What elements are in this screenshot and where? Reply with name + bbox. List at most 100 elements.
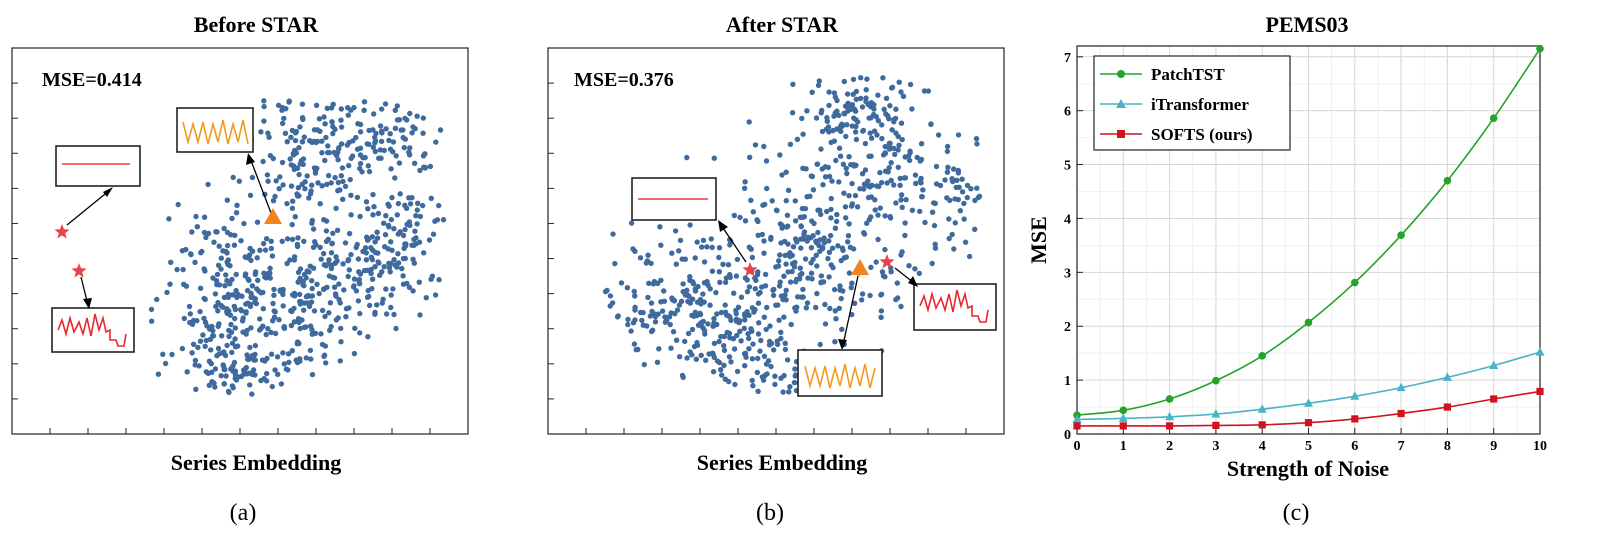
scatter-point — [859, 291, 866, 297]
scatter-point — [610, 231, 616, 237]
scatter-point — [348, 192, 354, 198]
scatter-point — [420, 153, 427, 159]
scatter-point — [661, 298, 668, 304]
scatter-point — [275, 371, 281, 377]
scatter-point — [370, 212, 376, 218]
scatter-point — [400, 127, 406, 133]
scatter-point — [323, 218, 330, 224]
scatter-point — [340, 178, 346, 185]
scatter-point — [186, 303, 193, 310]
scatter-point — [388, 239, 394, 245]
scatter-point — [661, 288, 667, 294]
scatter-point — [919, 194, 925, 200]
scatter-point — [961, 200, 967, 207]
scatter-point — [287, 156, 293, 162]
panel-b-title: After STAR — [726, 12, 839, 37]
scatter-point — [225, 388, 232, 395]
scatter-point — [205, 181, 211, 188]
scatter-point — [268, 238, 274, 244]
scatter-point — [314, 127, 321, 133]
scatter-point — [233, 210, 240, 216]
x-tick-label: 1 — [1120, 439, 1127, 454]
scatter-point — [721, 362, 727, 368]
scatter-point — [226, 327, 232, 334]
scatter-point — [377, 123, 384, 129]
scatter-point — [722, 376, 728, 382]
scatter-point — [402, 226, 408, 233]
scatter-point — [932, 245, 939, 251]
scatter-point — [413, 213, 419, 219]
scatter-point — [166, 216, 172, 222]
scatter-point — [249, 174, 256, 181]
scatter-point — [379, 269, 385, 275]
scatter-point — [957, 208, 963, 214]
scatter-point — [783, 287, 789, 293]
data-point-softs-ours — [1351, 415, 1359, 423]
scatter-point — [208, 361, 214, 367]
scatter-point — [951, 246, 957, 252]
scatter-point — [643, 260, 649, 266]
scatter-point — [196, 363, 202, 369]
scatter-point — [701, 259, 708, 265]
scatter-point — [746, 312, 752, 318]
scatter-point — [815, 82, 822, 89]
scatter-point — [944, 169, 951, 175]
scatter-point — [846, 154, 852, 160]
scatter-point — [395, 200, 402, 207]
scatter-point — [263, 275, 269, 281]
scatter-point — [899, 136, 905, 143]
scatter-point — [307, 347, 314, 354]
scatter-point — [368, 245, 374, 251]
scatter-point — [672, 228, 679, 234]
scatter-point — [874, 132, 880, 138]
scatter-point — [898, 303, 904, 310]
scatter-point — [190, 341, 197, 347]
scatter-point — [689, 326, 696, 333]
scatter-point — [929, 209, 936, 215]
scatter-point — [789, 110, 796, 116]
panel-a-mse-annotation: MSE=0.414 — [42, 69, 142, 91]
scatter-point — [426, 237, 433, 243]
scatter-point — [331, 275, 338, 281]
scatter-point — [761, 143, 767, 150]
scatter-point — [933, 163, 940, 170]
scatter-point — [799, 115, 805, 122]
scatter-point — [670, 329, 677, 335]
scatter-point — [826, 89, 832, 95]
scatter-point — [862, 167, 869, 173]
scatter-point — [955, 132, 962, 138]
scatter-point — [769, 198, 775, 204]
scatter-point — [414, 207, 420, 213]
scatter-point — [708, 236, 714, 242]
scatter-point — [319, 138, 325, 144]
scatter-point — [246, 277, 252, 284]
scatter-point — [393, 153, 399, 159]
scatter-point — [907, 81, 914, 88]
scatter-point — [944, 143, 951, 150]
scatter-point — [746, 346, 752, 352]
panel-a-arrowhead-3 — [246, 153, 255, 165]
scatter-point — [224, 197, 230, 203]
scatter-point — [770, 292, 777, 299]
scatter-point — [867, 130, 873, 136]
scatter-point — [260, 306, 266, 312]
scatter-point — [265, 326, 271, 332]
scatter-point — [249, 371, 255, 377]
scatter-point — [875, 236, 881, 243]
scatter-point — [280, 303, 286, 309]
panel-b-arrowhead-3 — [838, 339, 847, 350]
scatter-point — [291, 319, 298, 325]
panel-a-arrow-star-1 — [66, 189, 111, 226]
scatter-point — [646, 280, 652, 286]
scatter-point — [238, 238, 244, 244]
scatter-point — [269, 383, 275, 390]
scatter-point — [879, 122, 885, 128]
scatter-point — [242, 254, 248, 260]
scatter-point — [229, 340, 236, 346]
scatter-point — [817, 341, 823, 348]
scatter-point — [232, 336, 238, 342]
scatter-point — [328, 105, 335, 111]
scatter-point — [288, 308, 294, 314]
x-tick-label: 8 — [1444, 439, 1451, 454]
scatter-point — [752, 286, 758, 292]
